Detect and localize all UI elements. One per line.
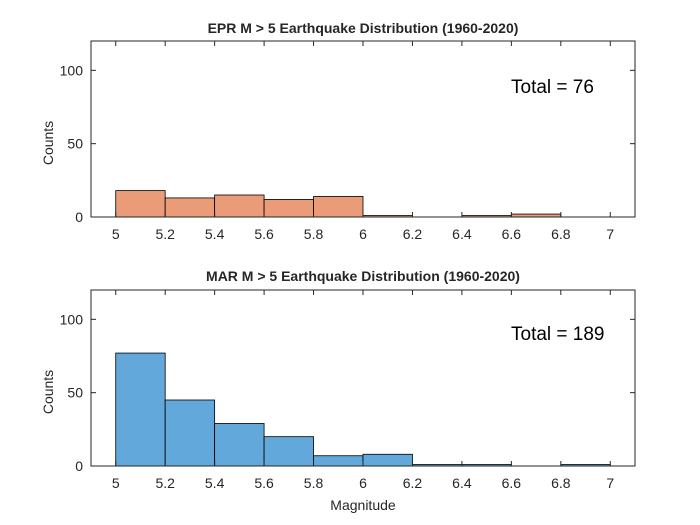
epr-y-tick-label: 50 <box>67 136 83 152</box>
epr-x-tick-label: 5.4 <box>205 226 225 242</box>
mar-bar <box>115 352 166 467</box>
epr-x-tick-label: 6.2 <box>403 226 423 242</box>
epr-bar <box>313 196 364 218</box>
mar-y-tick-label: 50 <box>67 385 83 401</box>
mar-x-tick-label: 6.2 <box>403 475 423 491</box>
mar-y-tick-label: 100 <box>60 311 84 327</box>
epr-axes-frame <box>90 40 636 218</box>
epr-bar <box>214 194 265 218</box>
mar-x-tick-label: 6.8 <box>551 475 571 491</box>
mar-chart-title: MAR M > 5 Earthquake Distribution (1960-… <box>206 268 520 284</box>
mar-x-tick-label: 6 <box>359 475 367 491</box>
epr-y-axis-label: Counts <box>40 121 56 165</box>
mar-x-axis-label: Magnitude <box>330 497 396 513</box>
epr-x-tick-label: 5 <box>112 226 120 242</box>
epr-bar <box>164 197 216 218</box>
mar-x-tick-label: 5.2 <box>155 475 175 491</box>
epr-bar <box>115 190 166 218</box>
mar-histogram-panel: MAR M > 5 Earthquake Distribution (1960-… <box>40 268 636 513</box>
mar-x-tick-label: 7 <box>606 475 614 491</box>
epr-y-tick-label: 100 <box>60 62 84 78</box>
epr-x-tick-label: 5.6 <box>254 226 274 242</box>
epr-total-annotation: Total = 76 <box>511 77 594 98</box>
epr-x-tick-label: 6.8 <box>551 226 571 242</box>
epr-y-ticks: 0 50 100 <box>60 62 635 225</box>
mar-axes-frame <box>90 289 636 467</box>
mar-x-tick-label: 5.6 <box>254 475 274 491</box>
mar-x-tick-label: 5 <box>112 475 120 491</box>
epr-x-tick-label: 6 <box>359 226 367 242</box>
epr-histogram-panel: EPR M > 5 Earthquake Distribution (1960-… <box>40 20 636 242</box>
mar-x-ticks: 5 5.2 5.4 5.6 5.8 6 6.2 6.4 6.6 6.8 7 <box>112 290 614 491</box>
epr-y-tick-label: 0 <box>75 209 83 225</box>
mar-x-tick-label: 6.6 <box>502 475 522 491</box>
mar-bar <box>313 455 364 467</box>
epr-bar <box>263 198 314 218</box>
mar-bar <box>362 453 413 467</box>
mar-y-axis-label: Counts <box>40 370 56 414</box>
mar-bars <box>115 352 611 467</box>
mar-x-tick-label: 6.4 <box>452 475 472 491</box>
mar-x-tick-label: 5.8 <box>304 475 324 491</box>
mar-x-tick-label: 5.4 <box>205 475 225 491</box>
epr-chart-title: EPR M > 5 Earthquake Distribution (1960-… <box>208 20 519 36</box>
epr-x-tick-label: 5.8 <box>304 226 324 242</box>
mar-bar <box>263 436 314 467</box>
epr-x-tick-label: 6.4 <box>452 226 472 242</box>
mar-y-tick-label: 0 <box>75 458 83 474</box>
mar-bar <box>214 423 265 467</box>
mar-bar <box>164 399 216 467</box>
mar-total-annotation: Total = 189 <box>511 324 605 345</box>
epr-x-tick-label: 5.2 <box>155 226 175 242</box>
epr-x-ticks: 5 5.2 5.4 5.6 5.8 6 6.2 6.4 6.6 6.8 7 <box>112 41 614 242</box>
epr-x-tick-label: 7 <box>606 226 614 242</box>
epr-x-tick-label: 6.6 <box>502 226 522 242</box>
